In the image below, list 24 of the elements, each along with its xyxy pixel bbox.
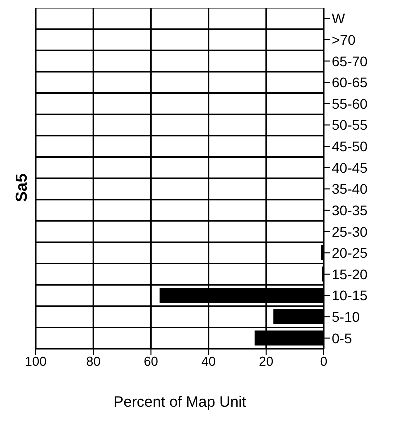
y-tick-label: W — [332, 10, 346, 27]
x-tick-label: 20 — [259, 354, 274, 370]
x-tick-label: 80 — [86, 354, 101, 370]
text: Sa5 — [14, 174, 32, 202]
y-tick-label: 50-55 — [332, 117, 368, 134]
y-tick-label: 60-65 — [332, 74, 368, 91]
y-tick-label: 20-25 — [332, 245, 368, 262]
y-tick-label: 45-50 — [332, 138, 368, 154]
y-tick-label: 0-5 — [332, 330, 352, 346]
y-tick-label: 55-60 — [332, 96, 368, 112]
y-tick-label: 40-45 — [332, 160, 368, 176]
y-tick-label: 5-10 — [332, 309, 360, 325]
x-tick-label: 60 — [144, 354, 158, 370]
y-tick-label: 15-20 — [332, 266, 368, 282]
y-tick-label: 25-30 — [332, 224, 368, 240]
y-tick-label: 35-40 — [332, 181, 368, 198]
y-tick-label: 10-15 — [332, 288, 368, 304]
x-tick-label: 40 — [202, 354, 216, 370]
y-tick-label: >70 — [332, 32, 356, 48]
x-tick-label: 100 — [25, 354, 47, 370]
x-axis-title: Percent of Map Unit — [114, 394, 248, 411]
y-tick-label: 30-35 — [332, 202, 368, 218]
y-tick-label: 65-70 — [332, 53, 368, 70]
x-tick-label: 0 — [320, 354, 328, 370]
